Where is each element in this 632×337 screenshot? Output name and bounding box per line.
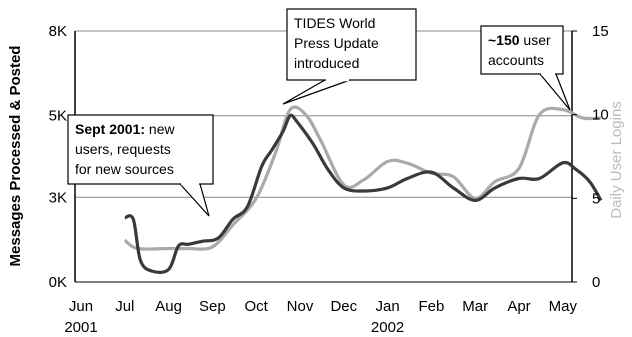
- y-left-axis-title: Messages Processed & Posted: [7, 46, 24, 267]
- y-left-tick-label: 3K: [49, 189, 67, 206]
- annotation-line: for new sources: [75, 161, 174, 177]
- messages-series-line: [124, 113, 603, 274]
- x-tick-label: Apr: [507, 298, 530, 315]
- y-right-tick-label: 10: [592, 107, 609, 124]
- annotation-line: introduced: [294, 55, 359, 71]
- x-tick-label: Jun: [69, 298, 93, 315]
- y-right-axis-title: Daily User Logins: [608, 101, 625, 219]
- annotation-line: TIDES World: [294, 15, 375, 31]
- x-tick-label: Feb: [418, 298, 444, 315]
- annotation-tides: TIDES World Press Update introduced: [282, 8, 417, 105]
- series-lines: [123, 105, 603, 274]
- callout-pointer: [538, 73, 571, 111]
- y-left-tick-label: 5K: [49, 108, 67, 125]
- annotation-line: ~150 user: [488, 32, 551, 48]
- y-right-tick-label: 0: [592, 274, 600, 291]
- x-tick-label: Sep: [199, 298, 226, 315]
- annotation-line: accounts: [488, 52, 544, 68]
- callout-box: [67, 114, 214, 185]
- y-right-tick-label: 5: [592, 190, 600, 207]
- annotation-line: Press Update: [294, 35, 379, 51]
- x-year-label: 2002: [371, 319, 404, 336]
- x-year-label: 2001: [64, 319, 97, 336]
- annotation-accounts: ~150 user accounts: [480, 25, 571, 111]
- annotations: TIDES World Press Update introduced Sept 20…: [67, 8, 571, 217]
- tick-labels: 0K 3K 5K 8K 0 5 10 15 Jun Jul Aug Sep Oct Nov Dec Jan Fe…: [49, 23, 609, 336]
- x-tick-label: Aug: [155, 298, 182, 315]
- x-tick-label: Mar: [462, 298, 488, 315]
- callout-box: [286, 8, 417, 81]
- annotation-line: users, requests: [75, 141, 171, 157]
- logins-series-line: [123, 105, 601, 251]
- callout-pointer: [282, 79, 351, 105]
- x-tick-label: Oct: [245, 298, 269, 315]
- y-left-tick-label: 0K: [49, 274, 67, 291]
- x-tick-label: Jan: [376, 298, 400, 315]
- callout-pointer: [178, 183, 210, 217]
- x-tick-label: Dec: [330, 298, 357, 315]
- x-tick-label: Nov: [287, 298, 314, 315]
- y-right-tick-label: 15: [592, 23, 609, 40]
- annotation-sept: Sept 2001: new users, requests for new sou…: [67, 114, 214, 217]
- x-tick-label: Jul: [115, 298, 134, 315]
- x-tick-label: May: [549, 298, 578, 315]
- y-left-tick-label: 8K: [49, 23, 67, 40]
- annotation-line: Sept 2001: new: [75, 121, 176, 137]
- callout-box: [480, 25, 564, 75]
